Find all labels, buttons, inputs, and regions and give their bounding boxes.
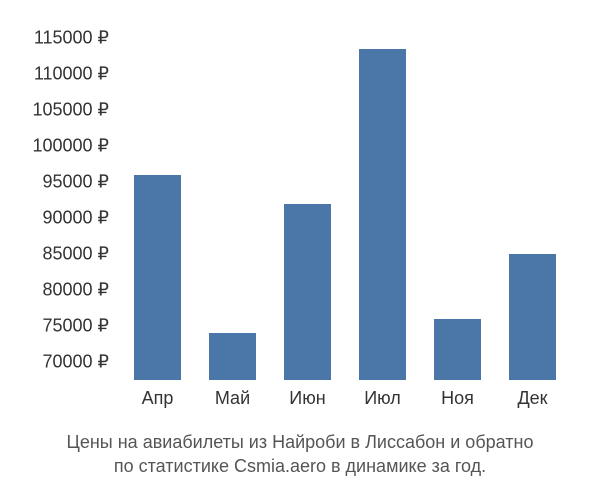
bar (209, 333, 256, 380)
bar-slot (345, 20, 420, 380)
chart-caption: Цены на авиабилеты из Найроби в Лиссабон… (0, 430, 600, 479)
bar-slot (270, 20, 345, 380)
y-tick-label: 80000 ₽ (42, 280, 109, 301)
x-tick-label: Апр (120, 388, 195, 409)
x-tick-label: Июл (345, 388, 420, 409)
y-tick-label: 70000 ₽ (42, 352, 109, 373)
y-tick-label: 115000 ₽ (34, 28, 109, 49)
y-tick-label: 90000 ₽ (42, 208, 109, 229)
x-tick-label: Ноя (420, 388, 495, 409)
bar-slot (120, 20, 195, 380)
x-tick-label: Дек (495, 388, 570, 409)
y-tick-label: 95000 ₽ (42, 172, 109, 193)
caption-line-2: по статистике Csmia.aero в динамике за г… (114, 456, 486, 476)
bar (434, 319, 481, 380)
bar (359, 49, 406, 380)
x-axis: АпрМайИюнИюлНояДек (120, 388, 570, 409)
caption-line-1: Цены на авиабилеты из Найроби в Лиссабон… (67, 432, 534, 452)
y-tick-label: 105000 ₽ (32, 100, 109, 121)
plot-area (120, 20, 570, 380)
y-tick-label: 110000 ₽ (34, 64, 109, 85)
y-axis: 70000 ₽ 75000 ₽ 80000 ₽ 85000 ₽ 90000 ₽ 95000… (0, 20, 115, 380)
bar (134, 175, 181, 380)
bar-slot (420, 20, 495, 380)
bars-container (120, 20, 570, 380)
bar (509, 254, 556, 380)
x-tick-label: Май (195, 388, 270, 409)
bar (284, 204, 331, 380)
bar-slot (495, 20, 570, 380)
bar-slot (195, 20, 270, 380)
y-tick-label: 75000 ₽ (42, 316, 109, 337)
y-tick-label: 100000 ₽ (32, 136, 109, 157)
x-tick-label: Июн (270, 388, 345, 409)
y-tick-label: 85000 ₽ (42, 244, 109, 265)
price-chart: 70000 ₽ 75000 ₽ 80000 ₽ 85000 ₽ 90000 ₽ 95000… (0, 0, 600, 500)
